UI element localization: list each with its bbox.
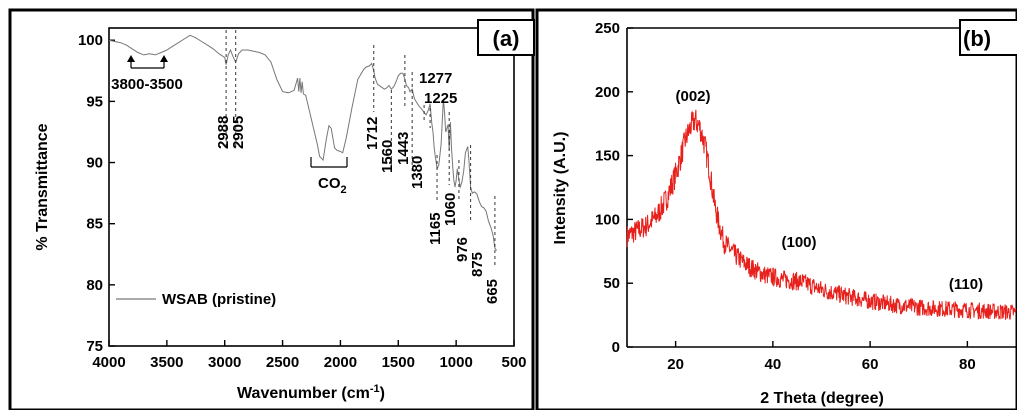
annotation-110: (110) — [949, 276, 983, 293]
annotation-2905: 2905 — [230, 116, 247, 149]
annotation-2988: 2988 — [215, 116, 232, 149]
panel-a-plot-area — [108, 27, 515, 347]
panel-a-x-tick-label: 2500 — [266, 354, 299, 371]
panel-b-y-axis-title: Intensity (A.U.) — [552, 132, 569, 245]
panel-b-xrd-line — [626, 109, 1017, 321]
panel-b-y-tick-label: 200 — [595, 84, 620, 101]
panel-b-x-tick-label: 40 — [765, 356, 782, 373]
panel-a-peak-guides — [225, 30, 496, 268]
panel-b-y-tick-label: 50 — [603, 275, 620, 292]
annotation-3800-3500: 3800-3500 — [111, 76, 183, 93]
panel-a-x-tick-label: 2000 — [324, 354, 357, 371]
panel-a-tag-box — [477, 19, 535, 56]
panel-a-x-tick-label: 500 — [501, 354, 526, 371]
annotation-002: (002) — [675, 88, 710, 105]
panel-a-ftir-line — [108, 34, 498, 251]
panel-a-y-tick-label: 100 — [78, 32, 103, 49]
panel-b-y-tick-label: 0 — [612, 339, 620, 356]
panel-a-y-tick-label: 95 — [86, 93, 103, 110]
annotation-875: 875 — [469, 252, 486, 277]
annotation-1060: 1060 — [442, 193, 459, 226]
panel-a: 4000 3500 3000 2500 2000 1500 1000 500 75 80 85 90 9… — [34, 19, 535, 402]
panel-a-y-tick-label: 90 — [86, 155, 103, 172]
panel-b-x-axis-title: 2 Theta (degree) — [760, 390, 884, 407]
panel-a-x-tick-label: 4000 — [92, 354, 125, 371]
panel-a-frame — [8, 8, 535, 410]
panel-a-x-tick-label: 3000 — [208, 354, 241, 371]
panel-b-x-tick-label: 80 — [959, 356, 976, 373]
panel-a-axes: 4000 3500 3000 2500 2000 1500 1000 500 75 80 85 90 9… — [78, 32, 527, 371]
panel-a-x-tick-label: 1000 — [439, 354, 472, 371]
panel-a-y-tick-label: 80 — [86, 277, 103, 294]
panel-b-y-tick-label: 150 — [595, 148, 620, 165]
legend-label: WSAB (pristine) — [162, 291, 276, 308]
panel-b-tag: (b) — [963, 26, 991, 51]
panel-b-frame — [535, 8, 1017, 410]
annotation-100: (100) — [781, 234, 816, 251]
panel-a-x-axis-title: Wavenumber (cm-1) — [237, 383, 385, 402]
panel-a-y-tick-label: 85 — [86, 216, 103, 233]
panel-b-x-tick-label: 20 — [667, 356, 684, 373]
panel-b: 20 40 60 80 0 50 100 150 200 250 (b) 2 Theta (deg… — [552, 19, 1017, 407]
panel-a-x-tick-label: 3500 — [150, 354, 183, 371]
annotation-976: 976 — [454, 237, 471, 262]
panel-b-axes: 20 40 60 80 0 50 100 150 200 250 — [595, 20, 976, 373]
panel-a-x-tick-label: 1500 — [382, 354, 415, 371]
panel-a-y-axis-title: % Transmittance — [34, 123, 51, 250]
panel-b-x-tick-label: 60 — [862, 356, 879, 373]
annotation-co2: CO2 — [318, 175, 347, 196]
panel-a-y-tick-label: 75 — [86, 338, 103, 355]
panel-b-tag-box — [959, 19, 1017, 56]
annotation-co2-bracket — [310, 157, 348, 168]
panel-b-y-tick-label: 250 — [595, 20, 620, 37]
panel-a-tag: (a) — [493, 26, 520, 51]
annotation-1443: 1443 — [395, 132, 412, 165]
annotation-1560: 1560 — [379, 140, 396, 173]
annotation-1225: 1225 — [424, 90, 457, 107]
annotation-3800-3500-bracket — [127, 55, 168, 69]
annotation-1165: 1165 — [427, 212, 444, 245]
annotation-1380: 1380 — [409, 156, 426, 189]
annotation-1277: 1277 — [419, 70, 452, 87]
annotation-1712: 1712 — [364, 117, 381, 150]
annotation-665: 665 — [484, 279, 501, 304]
panel-b-y-tick-label: 100 — [595, 211, 620, 228]
